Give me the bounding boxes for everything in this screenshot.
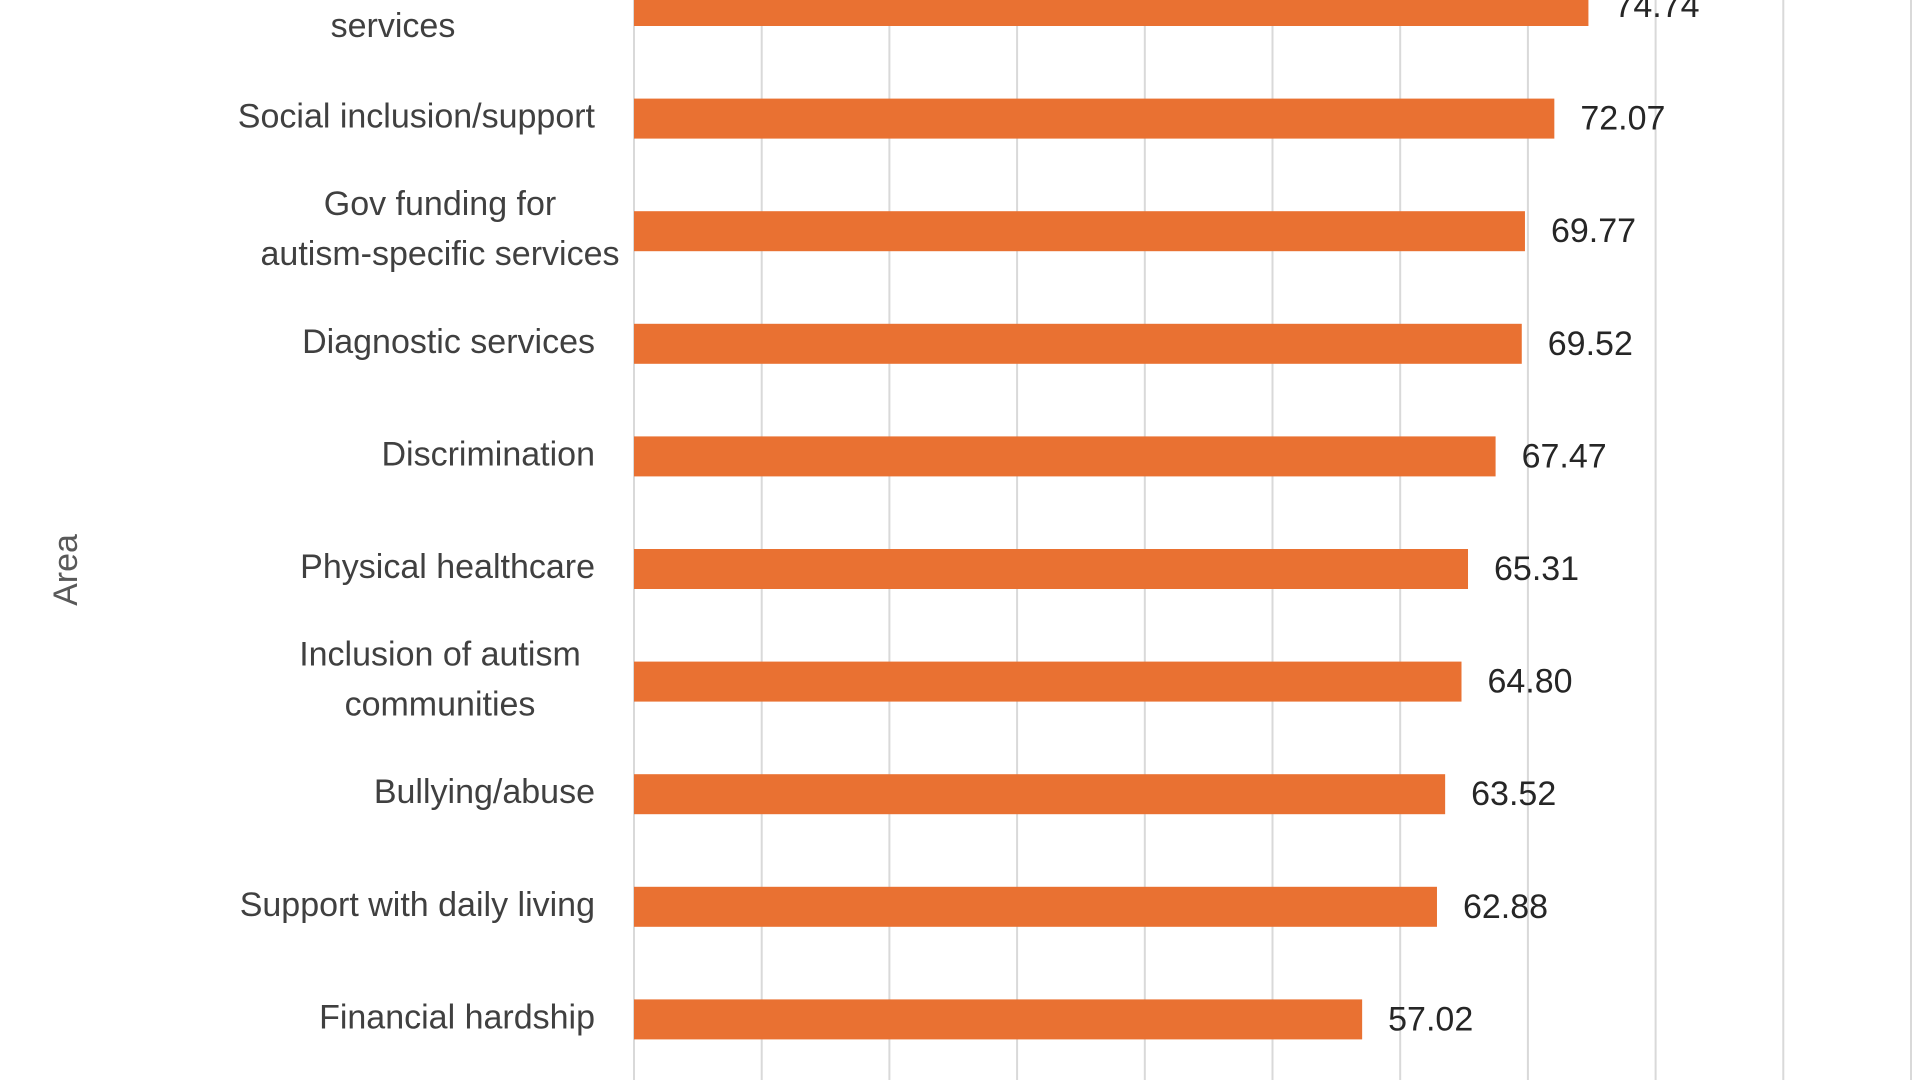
- category-label: autism-specific services: [261, 235, 620, 273]
- gridlines: [633, 0, 1912, 1080]
- category-labels: services Social inclusion/support Gov fund…: [238, 7, 620, 1036]
- data-label: 57.02: [1388, 1000, 1473, 1038]
- category-label: communities: [345, 686, 536, 724]
- y-axis-title: Area: [47, 534, 85, 606]
- data-label: 63.52: [1471, 775, 1556, 813]
- bar: [634, 0, 1589, 26]
- category-label: Social inclusion/support: [238, 98, 596, 136]
- category-label: Support with daily living: [240, 886, 595, 924]
- bar: [634, 436, 1496, 477]
- bar: [634, 999, 1363, 1040]
- bar: [634, 98, 1555, 139]
- category-label: Diagnostic services: [302, 323, 595, 361]
- bar: [634, 774, 1446, 815]
- data-labels: 74.74 72.07 69.77 69.52 67.47 65.31 64.80 63.52…: [1388, 0, 1699, 1038]
- bar: [634, 886, 1437, 927]
- bars: [634, 0, 1589, 1040]
- data-label: 62.88: [1463, 888, 1548, 926]
- bar: [634, 661, 1462, 702]
- category-label: Inclusion of autism: [299, 636, 581, 674]
- data-label: 69.77: [1551, 212, 1636, 250]
- category-label: Gov funding for: [324, 185, 556, 223]
- data-label: 72.07: [1580, 100, 1665, 138]
- bar: [634, 323, 1522, 364]
- bar: [634, 549, 1469, 589]
- category-label: Physical healthcare: [300, 548, 595, 586]
- data-label: 65.31: [1494, 550, 1579, 588]
- category-label: Bullying/abuse: [374, 773, 595, 811]
- data-label: 64.80: [1487, 663, 1572, 701]
- category-label: services: [331, 7, 456, 45]
- category-label: Discrimination: [382, 435, 596, 473]
- data-label: 69.52: [1548, 325, 1633, 363]
- category-label: Financial hardship: [319, 998, 595, 1036]
- data-label: 67.47: [1522, 437, 1607, 475]
- bar: [634, 211, 1525, 252]
- data-label: 74.74: [1614, 0, 1699, 25]
